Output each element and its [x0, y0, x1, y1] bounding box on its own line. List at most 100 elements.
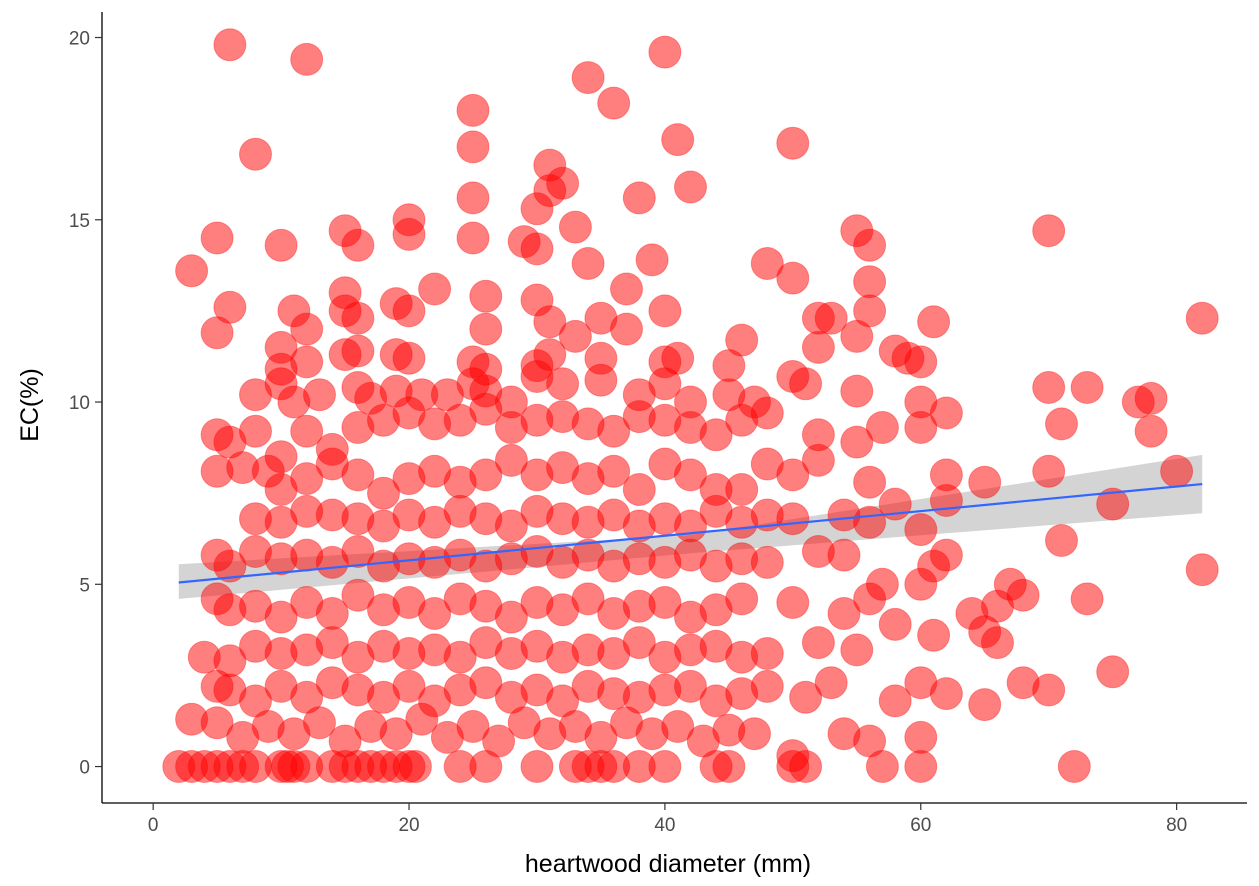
x-tick-label: 0	[148, 815, 159, 836]
data-point	[1096, 487, 1130, 521]
data-point	[482, 724, 516, 758]
data-point	[789, 367, 823, 401]
data-point	[929, 538, 963, 572]
data-point	[840, 374, 874, 408]
data-point	[418, 272, 452, 306]
data-point	[929, 677, 963, 711]
data-point	[1070, 582, 1104, 616]
data-point	[571, 247, 605, 280]
data-point	[328, 724, 362, 758]
data-point	[776, 502, 810, 536]
data-point	[418, 597, 452, 630]
data-points-group	[162, 28, 1219, 783]
data-point	[648, 367, 682, 401]
data-point	[303, 378, 336, 412]
data-point	[469, 312, 503, 346]
data-point	[571, 582, 605, 616]
data-point	[1070, 371, 1104, 404]
data-point	[1185, 553, 1219, 587]
data-point	[917, 305, 951, 339]
data-point	[840, 425, 874, 459]
data-point	[558, 210, 592, 244]
data-point	[904, 750, 938, 783]
data-point	[341, 535, 375, 568]
data-point	[1006, 578, 1040, 612]
data-point	[648, 294, 682, 328]
x-tick-label: 60	[910, 815, 931, 836]
data-point	[801, 330, 835, 364]
data-point	[200, 221, 234, 255]
data-point	[341, 578, 375, 612]
data-point	[917, 618, 951, 652]
data-point	[239, 137, 272, 171]
data-point	[597, 454, 631, 488]
data-point	[699, 418, 733, 452]
data-point	[456, 710, 490, 743]
data-point	[968, 465, 1002, 499]
x-tick-label: 80	[1166, 815, 1187, 836]
data-point	[571, 61, 605, 95]
data-point	[303, 706, 336, 740]
data-point	[558, 319, 592, 353]
data-point	[776, 261, 810, 295]
data-point	[1134, 381, 1168, 415]
data-point	[1096, 655, 1130, 689]
data-point	[712, 349, 746, 383]
data-point	[878, 607, 912, 641]
data-point	[456, 93, 490, 127]
data-point	[853, 465, 887, 499]
data-point	[674, 170, 707, 204]
data-point	[750, 545, 784, 579]
data-point	[904, 720, 938, 754]
data-point	[546, 367, 580, 401]
data-point	[878, 684, 912, 718]
trend-line-group	[178, 482, 1203, 584]
data-point	[520, 750, 554, 783]
x-axis-title: heartwood diameter (mm)	[525, 850, 811, 878]
data-point	[674, 669, 707, 703]
data-point	[341, 334, 375, 368]
data-point	[776, 739, 810, 773]
data-point	[814, 301, 848, 335]
data-point	[865, 411, 899, 444]
data-point	[1057, 750, 1091, 783]
data-point	[853, 294, 887, 328]
data-point	[738, 717, 771, 751]
data-point	[904, 513, 938, 547]
data-point	[469, 279, 503, 313]
data-point	[725, 473, 759, 506]
y-axis-ticks: 0 5 10 15 20	[69, 29, 102, 779]
data-point	[840, 633, 874, 667]
data-point	[367, 476, 400, 510]
data-point	[1134, 414, 1168, 448]
data-point	[456, 130, 490, 164]
data-point	[801, 626, 835, 660]
y-tick-label: 10	[69, 393, 90, 414]
data-point	[392, 217, 426, 251]
y-tick-label: 20	[69, 29, 90, 50]
data-point	[584, 720, 618, 754]
data-point	[904, 345, 938, 379]
data-point	[968, 688, 1002, 722]
x-tick-label: 20	[398, 815, 419, 836]
y-tick-label: 0	[79, 758, 90, 779]
data-point	[1045, 524, 1078, 557]
data-point	[1032, 454, 1066, 488]
data-point	[341, 301, 375, 335]
data-point	[1032, 214, 1066, 248]
data-point	[1032, 371, 1066, 404]
y-tick-label: 15	[69, 211, 90, 232]
y-tick-label: 5	[79, 575, 90, 596]
data-point	[456, 181, 490, 215]
data-point	[661, 123, 695, 157]
data-point	[750, 669, 784, 703]
data-point	[392, 341, 426, 375]
data-point	[814, 666, 848, 700]
data-point	[469, 392, 503, 426]
data-point	[290, 462, 324, 496]
data-point	[853, 228, 887, 262]
data-point	[597, 86, 631, 120]
data-point	[1045, 407, 1078, 441]
data-point	[584, 363, 618, 397]
